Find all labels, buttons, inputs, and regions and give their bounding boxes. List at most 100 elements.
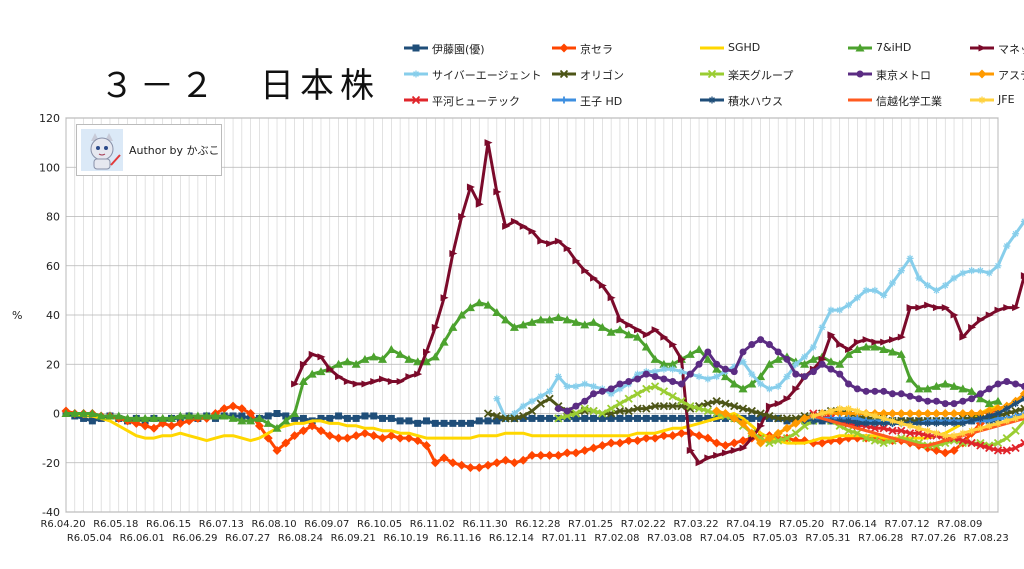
data-point (361, 412, 369, 420)
data-point (853, 385, 861, 393)
data-point (1020, 272, 1024, 280)
data-point (915, 304, 924, 312)
data-point (782, 433, 792, 443)
data-point (88, 417, 96, 425)
data-point (616, 385, 624, 393)
data-point (651, 373, 659, 381)
data-point (695, 414, 703, 422)
data-point (616, 380, 624, 388)
data-point (959, 269, 967, 277)
data-point (818, 360, 826, 368)
y-tick-label: 20 (46, 358, 60, 371)
data-point (941, 400, 949, 408)
data-point (537, 414, 545, 422)
data-point (782, 414, 792, 423)
data-point (395, 433, 405, 443)
data-point (950, 400, 958, 408)
data-point (949, 381, 959, 390)
data-point (905, 429, 915, 438)
data-point (650, 401, 660, 411)
data-point (694, 431, 704, 441)
data-point (941, 281, 949, 289)
data-point (458, 213, 467, 220)
data-point (298, 376, 308, 385)
data-point (79, 409, 89, 417)
data-point (571, 448, 581, 458)
data-point (783, 417, 791, 425)
data-point (228, 401, 238, 411)
data-point (651, 326, 660, 334)
data-point (853, 338, 862, 346)
data-point (748, 341, 756, 349)
data-point (713, 360, 721, 368)
data-point (836, 405, 844, 413)
data-point (80, 414, 88, 422)
data-point (440, 294, 449, 302)
data-point (976, 424, 984, 432)
data-point (931, 409, 941, 418)
data-point (466, 419, 474, 427)
data-point (606, 404, 616, 413)
data-point (528, 414, 536, 422)
y-tick-label: 40 (46, 309, 60, 322)
data-point (342, 433, 352, 443)
data-point (633, 404, 642, 413)
legend-marker (978, 44, 987, 52)
data-point (703, 399, 712, 408)
data-point (985, 269, 993, 277)
data-point (669, 377, 677, 385)
data-point (994, 419, 1002, 427)
data-point (326, 414, 334, 422)
data-point (879, 438, 888, 448)
data-point (958, 436, 967, 445)
data-point (554, 405, 562, 413)
data-point (651, 368, 659, 376)
data-point (853, 294, 861, 302)
data-point (465, 463, 475, 473)
data-point (774, 382, 782, 390)
data-point (888, 336, 897, 344)
data-point (748, 370, 756, 378)
data-point (668, 392, 677, 401)
data-point (228, 413, 238, 422)
data-point (994, 262, 1002, 270)
legend-marker (855, 43, 865, 52)
legend-marker (559, 69, 569, 79)
data-point (298, 426, 308, 436)
data-point (317, 414, 325, 422)
data-point (607, 385, 615, 393)
data-point (615, 406, 625, 416)
data-point (835, 359, 845, 368)
data-point (845, 417, 853, 425)
data-point (510, 410, 518, 417)
data-point (695, 373, 703, 381)
data-point (862, 419, 870, 427)
legend-label: マネックス (998, 43, 1024, 56)
data-point (616, 414, 624, 422)
data-point (1020, 404, 1024, 413)
data-point (906, 304, 915, 312)
data-point (959, 419, 967, 427)
data-point (413, 436, 423, 446)
data-point (729, 379, 739, 388)
data-point (370, 412, 378, 420)
data-point (519, 222, 528, 230)
data-point (509, 322, 519, 331)
data-point (976, 414, 984, 422)
data-point (351, 359, 361, 368)
data-point (765, 341, 773, 349)
data-point (546, 240, 555, 248)
data-point (651, 414, 659, 422)
legend-label: 京セラ (580, 43, 613, 56)
x-tick-label: R6.06.15 (146, 519, 191, 530)
x-tick-label: R6.06.01 (120, 533, 165, 544)
data-point (360, 354, 370, 363)
data-point (335, 373, 344, 381)
data-point (836, 306, 844, 314)
data-point (791, 418, 801, 428)
data-point (615, 325, 625, 334)
data-point (686, 370, 694, 378)
data-point (879, 424, 888, 433)
data-point (704, 454, 713, 462)
